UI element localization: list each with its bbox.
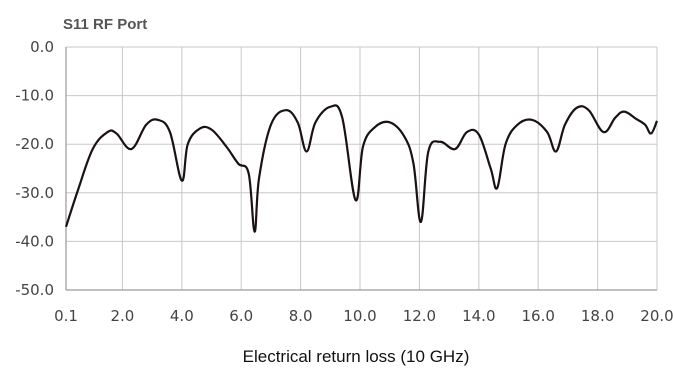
gridlines (65, 46, 658, 291)
x-tick-label: 8.0 (289, 307, 313, 325)
plot-frame (65, 47, 657, 291)
y-tick-label: 0.0 (30, 38, 54, 56)
y-tick-label: -20.0 (15, 135, 54, 153)
chart-title: S11 RF Port (63, 16, 147, 33)
x-tick-label: 6.0 (229, 307, 253, 325)
x-tick-label: 4.0 (170, 307, 194, 325)
x-axis-ticks: 0.1 2.0 4.0 6.0 8.0 10.0 12.0 14.0 16.0 18.0 20.0 (54, 307, 673, 325)
y-tick-label: -10.0 (15, 87, 54, 105)
s11-series-line (64, 104, 659, 233)
y-tick-label: -30.0 (15, 184, 54, 202)
series-layer (64, 104, 659, 233)
x-tick-label: 20.0 (640, 307, 673, 325)
x-tick-label: 12.0 (403, 307, 436, 325)
y-tick-label: -40.0 (15, 232, 54, 250)
x-tick-label: 2.0 (110, 307, 134, 325)
x-tick-label: 10.0 (343, 307, 376, 325)
x-tick-label: 16.0 (522, 307, 555, 325)
x-tick-label: 18.0 (581, 307, 614, 325)
x-tick-label: 14.0 (462, 307, 495, 325)
x-axis-label: Electrical return loss (10 GHz) (243, 347, 470, 366)
y-axis-ticks: 0.0 -10.0 -20.0 -30.0 -40.0 -50.0 (15, 38, 54, 299)
x-tick-label: 0.1 (54, 307, 78, 325)
y-tick-label: -50.0 (15, 281, 54, 299)
